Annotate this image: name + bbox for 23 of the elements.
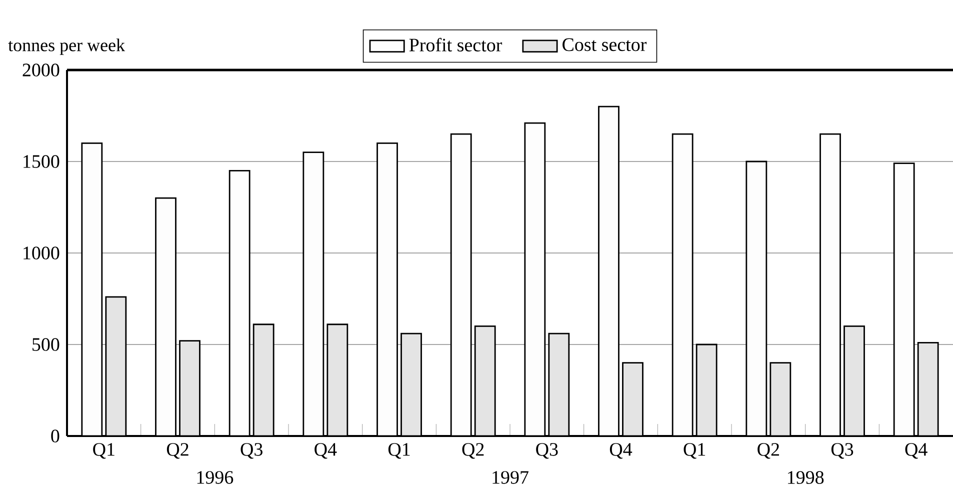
x-tick-label: Q3 — [536, 443, 558, 459]
x-tick-label: Q1 — [684, 443, 706, 459]
x-tick-label: Q2 — [462, 443, 484, 459]
legend-label: Cost sector — [562, 38, 647, 52]
x-tick-label: Q3 — [831, 443, 854, 459]
text: 1998 — [788, 471, 824, 484]
legend-label: Profit sector — [409, 38, 502, 52]
x-tick-label: Q4 — [905, 443, 928, 459]
y-tick-label: 1000 — [24, 246, 60, 260]
y-tick-label: 1500 — [24, 155, 60, 168]
x-tick-label: Q4 — [314, 443, 337, 459]
y-tick-label: 500 — [32, 338, 60, 351]
y-tick-label: 2000 — [22, 64, 60, 76]
x-tick-label: Q1 — [388, 443, 410, 459]
text: 1996 — [197, 471, 234, 484]
x-tick-label: Q2 — [758, 443, 779, 459]
x-tick-label: Q3 — [240, 443, 262, 459]
y-axis-title: tonnes per week — [8, 38, 126, 55]
x-tick-label: Q1 — [93, 443, 114, 459]
x-tick-label: Q2 — [166, 443, 188, 459]
y-tick-label: 0 — [51, 430, 60, 442]
x-tick-label: Q4 — [610, 443, 632, 459]
text: 1997 — [492, 471, 528, 484]
